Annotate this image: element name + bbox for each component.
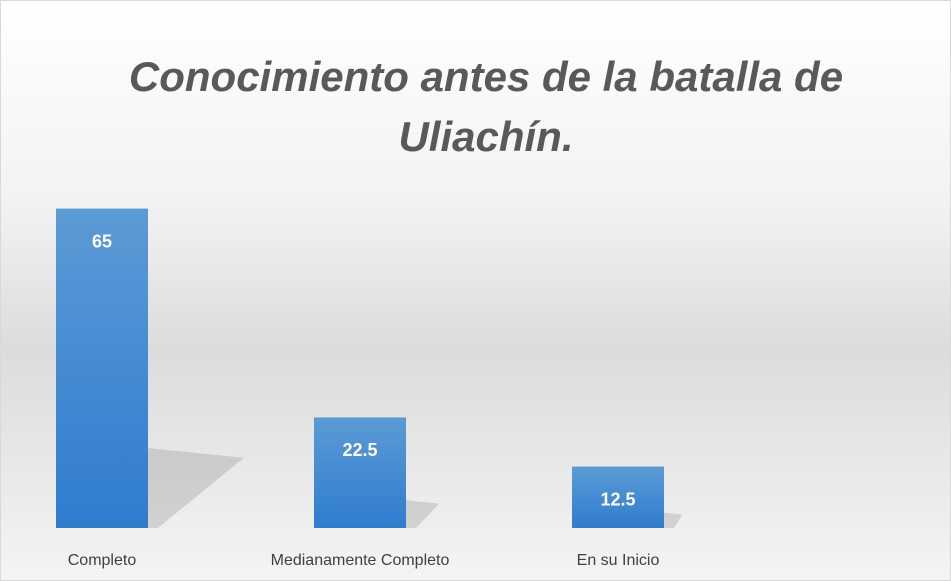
- bar: [314, 417, 406, 528]
- bar-shadow: [148, 448, 244, 528]
- bar-shadow: [664, 512, 683, 528]
- data-label: 65: [92, 231, 112, 251]
- x-tick-label: En su Inicio: [577, 552, 660, 569]
- x-tick-label: Medianamente Completo: [271, 552, 450, 569]
- bar: [572, 466, 664, 528]
- bar-shadow: [406, 500, 440, 528]
- data-label: 12.5: [600, 489, 635, 509]
- x-tick-label: Completo: [68, 552, 137, 569]
- bar: [56, 208, 148, 529]
- data-label: 22.5: [342, 440, 377, 460]
- chart-title: Conocimiento antes de la batalla de Ulia…: [128, 53, 844, 160]
